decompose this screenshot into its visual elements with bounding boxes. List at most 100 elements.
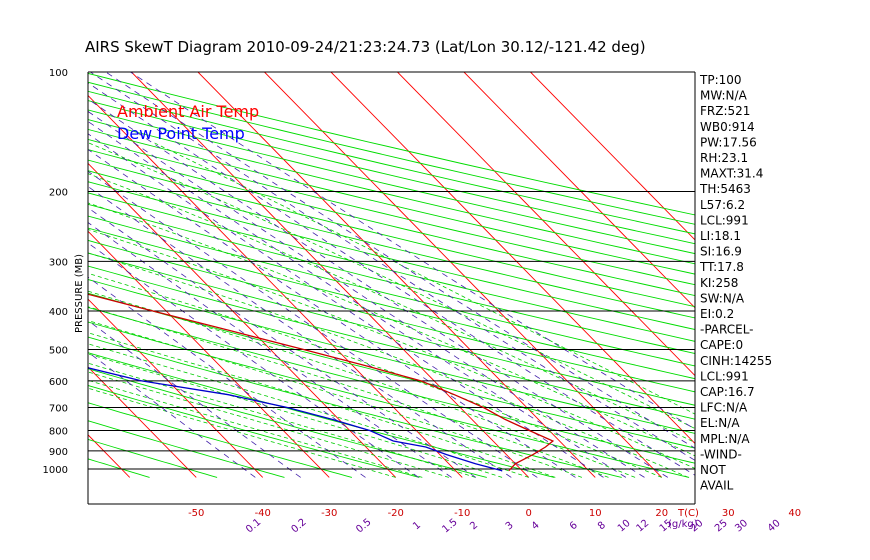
mixing-ratio-label: 8 [596,520,608,533]
mixing-ratio-label: 6 [568,520,580,533]
x-tick-label-bottom: 20 [655,508,668,519]
mixing-ratio-line [88,276,366,478]
mixing-ratio-line [88,133,604,478]
dry-adiabat-line [88,100,695,245]
dry-adiabat-line [88,227,695,380]
y-axis-label: PRESSURE (MB) [74,254,85,333]
index-entry: CAP:16.7 [700,385,755,399]
x-tick-label-bottom: -10 [454,508,470,519]
mixing-ratio-line [88,351,256,478]
y-tick-label: 700 [49,404,68,415]
mixing-ratio-line [88,82,695,476]
index-entry: -WIND- [700,447,742,461]
dry-adiabat-line [88,385,420,478]
dry-adiabat-line [88,149,695,297]
dry-adiabat-line [88,420,285,478]
chart-title: AIRS SkewT Diagram 2010-09-24/21:23:24.7… [85,38,646,56]
dry-adiabat-line [88,192,695,342]
y-tick-label: 900 [49,447,68,458]
y-tick-label: 300 [49,257,68,268]
dew-point-series [88,367,503,472]
mixing-ratio-label: 4 [530,520,542,533]
dry-adiabat-line [88,159,695,308]
x-tick-label-bottom: -50 [188,508,204,519]
mixing-ratio-line [88,170,538,478]
mixing-ratio-line [105,72,695,449]
index-entry: WB0:914 [700,120,755,134]
mixing-ratio-line [88,242,419,478]
index-entry: MAXT:31.4 [700,167,763,181]
dry-adiabat-line [88,170,695,319]
dry-adiabat-line [88,138,695,286]
mixing-ratio-line [88,222,452,478]
index-entry: AVAIL [700,479,734,493]
isotherm-line [88,230,330,478]
y-tick-label: 200 [49,188,68,199]
index-entry: LFC:N/A [700,401,748,415]
legend-air-temp: Ambient Air Temp [117,102,259,121]
index-entry: LCL:991 [700,369,749,383]
index-entry: MW:N/A [700,89,748,103]
mixing-ratio-line [88,110,645,478]
index-entry: CAPE:0 [700,338,743,352]
dry-adiabat-line [88,109,695,255]
index-entry: EL:N/A [700,416,740,430]
isotherm-line [330,72,695,445]
x-tick-label-bottom: 40 [788,508,801,519]
dry-adiabat-line [88,215,695,367]
y-tick-label: 100 [49,68,68,79]
mixing-ratio-line [88,149,576,478]
dry-adiabat-line [88,336,622,478]
mixing-ratio-unit: (g/kg) [668,519,698,530]
index-entry: -PARCEL- [700,323,754,337]
dry-adiabat-line [88,252,695,406]
dry-adiabat-line [88,239,695,393]
y-tick-label: 500 [49,345,68,356]
index-entry: RH:23.1 [700,151,748,165]
index-entry: NOT [700,463,726,477]
mixing-ratio-line [90,72,695,461]
index-entry: FRZ:521 [700,104,750,118]
x-tick-label-bottom: -20 [388,508,404,519]
dry-adiabat-line [88,279,695,434]
isotherm-line [530,72,695,241]
dry-adiabat-line [88,203,695,354]
x-tick-label-bottom: -40 [255,508,271,519]
index-entry: LCL:991 [700,213,749,227]
legend-dew-point: Dew Point Temp [117,124,245,143]
index-entry: SW:N/A [700,291,745,305]
y-tick-label: 400 [49,307,68,318]
index-entry: KI:258 [700,276,738,290]
y-tick-label: 800 [49,427,68,438]
isotherm-line [88,298,264,478]
index-entry: TP:100 [699,73,742,87]
dry-adiabat-line [88,265,695,420]
dry-adiabat-line [88,352,555,478]
dry-adiabat-line [88,292,695,449]
isotherm-line [463,72,695,309]
isotherm-line [88,366,197,478]
index-entry: TH:5463 [699,182,751,196]
index-entry: EI:0.2 [700,307,734,321]
index-entry: TT:17.8 [699,260,744,274]
index-entry: CINH:14255 [700,354,772,368]
air-temp-series [88,293,555,472]
x-tick-label-bottom: 10 [589,508,602,519]
dry-adiabat-line [88,306,695,464]
index-entry: PW:17.56 [700,135,757,149]
dry-adiabat-line [88,119,695,265]
x-tick-label-bottom: -30 [321,508,337,519]
index-entry: MPL:N/A [700,432,750,446]
mixing-ratio-label: 1 [411,520,423,533]
y-tick-label: 1000 [43,465,68,476]
mixing-ratio-label: 3 [504,520,516,533]
x-axis-label: T(C) [677,508,699,519]
y-tick-label: 600 [49,377,68,388]
mixing-ratio-line [130,72,695,430]
isotherm-line [197,72,596,478]
index-entry: L57:6.2 [700,198,745,212]
isotherm-line [88,162,397,478]
mixing-ratio-line [88,121,627,478]
index-entry: LI:18.1 [700,229,741,243]
